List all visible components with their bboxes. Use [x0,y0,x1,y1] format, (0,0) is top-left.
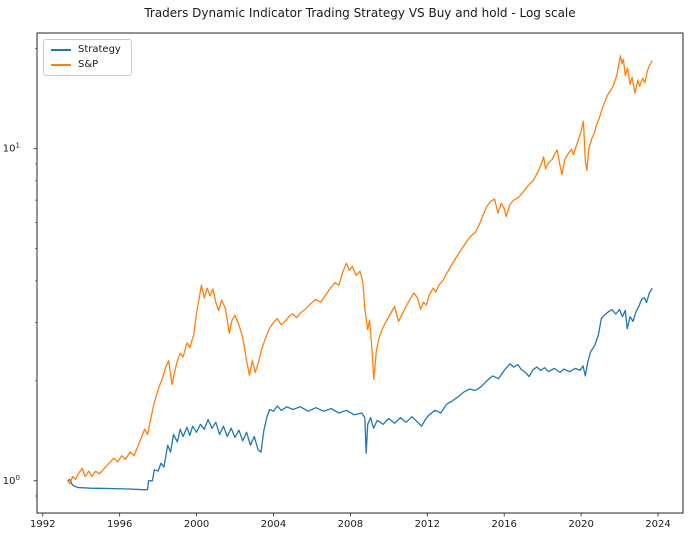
x-tick-label: 2020 [568,519,593,530]
legend-label-sp: S&P [78,59,99,70]
sp-line-swatch [51,64,71,66]
x-tick-label: 2012 [415,519,440,530]
x-tick-label: 2024 [645,519,670,530]
strategy-line-swatch [51,49,71,51]
y-tick-label: 101 [3,142,20,155]
legend[interactable]: Strategy S&P [43,39,132,76]
x-tick-label: 2004 [261,519,286,530]
x-tick-label: 1996 [107,519,132,530]
x-tick-label: 2000 [184,519,209,530]
series-line-strategy [67,287,653,491]
x-tick-label: 2008 [338,519,363,530]
x-tick-label: 2016 [491,519,516,530]
legend-entry-strategy[interactable]: Strategy [51,45,121,55]
legend-label-strategy: Strategy [78,44,121,55]
legend-entry-sp[interactable]: S&P [51,60,121,70]
y-tick-label: 100 [3,474,20,487]
series-line-s-p [67,55,653,485]
chart-title: Traders Dynamic Indicator Trading Strate… [144,6,576,20]
x-tick-label: 1992 [30,519,55,530]
